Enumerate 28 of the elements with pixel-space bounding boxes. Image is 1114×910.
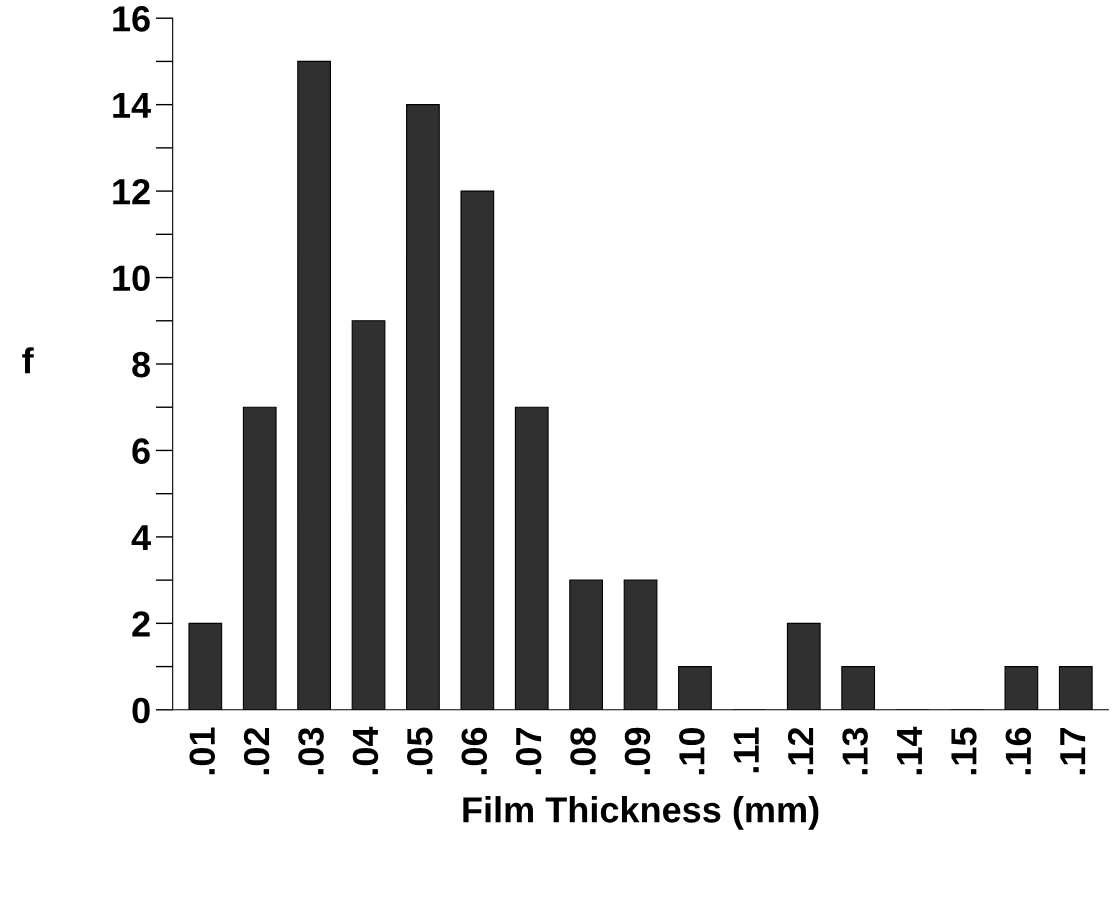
y-tick-label: 12 [113,178,150,205]
x-tick-label: .17 [1060,728,1086,775]
x-tick-label: .11 [733,727,759,773]
x-axis-title: Film Thickness (mm) [463,796,819,830]
y-tick-label: 0 [132,697,150,724]
y-tick-label: 10 [113,265,150,291]
y-tick-label: 6 [132,438,150,464]
x-tick-label: .13 [842,727,868,775]
x-tick-label: .01 [189,727,216,775]
x-tick-label: .07 [515,728,542,775]
y-axis-title: f [22,347,34,374]
x-tick-label: .03 [298,727,324,775]
x-tick-label: .06 [461,727,488,775]
x-tick-label: .04 [352,726,379,775]
y-tick-label: 16 [113,6,150,32]
x-tick-label: .05 [407,727,433,775]
x-tick-label: .12 [787,727,814,775]
x-tick-label: .14 [897,726,922,775]
x-tick-label: .10 [679,727,705,775]
y-tick-label: 14 [113,92,151,118]
x-tick-label: .16 [1005,727,1032,775]
x-tick-label: .15 [951,727,977,775]
y-tick-label: 2 [132,611,150,637]
y-tick-label: 8 [132,351,151,378]
x-tick-label: .09 [624,727,651,775]
x-tick-label: .02 [243,727,270,775]
y-tick-label: 4 [131,525,151,550]
x-tick-label: .08 [570,727,596,775]
